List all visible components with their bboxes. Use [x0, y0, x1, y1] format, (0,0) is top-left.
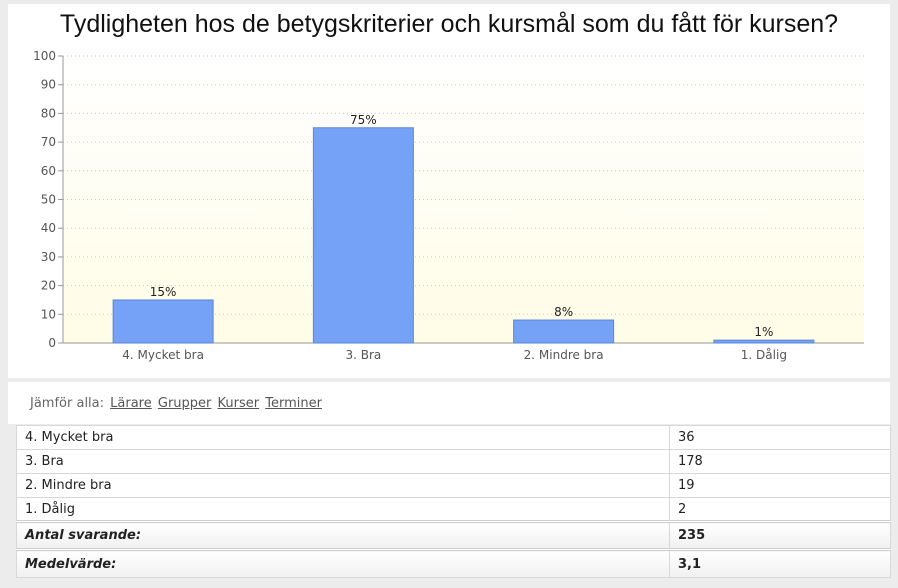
compare-link-grupper[interactable]: Grupper [157, 396, 212, 411]
table-row: 4. Mycket bra 36 [16, 425, 891, 450]
row-count: 19 [669, 473, 891, 498]
summary-label: Antal svarande: [16, 520, 670, 550]
bar [513, 319, 615, 344]
y-tick-label: 20 [41, 279, 56, 293]
table-row: 3. Bra 178 [16, 449, 891, 474]
row-label: 3. Bra [16, 449, 670, 474]
row-label: 2. Mindre bra [16, 473, 670, 498]
compare-link-terminer[interactable]: Terminer [265, 396, 322, 411]
compare-label: Jämför alla: [30, 396, 105, 411]
y-tick-label: 60 [41, 164, 56, 178]
data-label: 15% [150, 285, 177, 299]
row-count: 36 [669, 425, 891, 450]
bar [312, 127, 414, 344]
grid-lines [63, 55, 864, 315]
x-tick-label: 4. Mycket bra [122, 348, 204, 362]
data-label: 8% [554, 305, 573, 319]
x-tick-label: 1. Dålig [741, 348, 787, 362]
chart-panel: Tydligheten hos de betygskriterier och k… [8, 4, 890, 378]
x-tick-label: 3. Bra [345, 348, 381, 362]
bars [112, 127, 815, 344]
summary-label: Medelvärde: [16, 548, 670, 578]
row-count: 2 [669, 497, 891, 522]
data-label: 1% [754, 325, 773, 339]
summary-value: 3,1 [669, 548, 891, 578]
compare-bar: Jämför alla: Lärare Grupper Kurser Termi… [8, 382, 890, 424]
table-row: 2. Mindre bra 19 [16, 473, 891, 498]
y-tick-label: 0 [48, 336, 56, 350]
chart-title: Tydligheten hos de betygskriterier och k… [59, 10, 839, 38]
data-label: 75% [350, 113, 377, 127]
x-tick-label: 2. Mindre bra [524, 348, 604, 362]
table-row: 1. Dålig 2 [16, 497, 891, 522]
y-tick-label: 70 [41, 135, 56, 149]
row-label: 4. Mycket bra [16, 425, 670, 450]
compare-link-larare[interactable]: Lärare [110, 396, 152, 411]
summary-row-respondents: Antal svarande: 235 [16, 520, 891, 550]
y-tick-label: 90 [41, 78, 56, 92]
bar [112, 299, 214, 344]
summary-value: 235 [669, 520, 891, 550]
bar [713, 339, 815, 344]
labels: 15% 4. Mycket bra 75% 3. Bra 8% 2. Mindre bra… [122, 113, 787, 362]
y-tick-label: 30 [41, 250, 56, 264]
row-count: 178 [669, 449, 891, 474]
row-label: 1. Dålig [16, 497, 670, 522]
y-tick-label: 40 [41, 221, 56, 235]
y-tick-label: 80 [41, 106, 56, 120]
summary-row-mean: Medelvärde: 3,1 [16, 548, 891, 578]
y-tick-label: 100 [33, 49, 56, 63]
compare-link-kurser[interactable]: Kurser [217, 396, 260, 411]
results-table: 4. Mycket bra 36 3. Bra 178 2. Mindre br… [16, 425, 891, 578]
y-tick-label: 50 [41, 193, 56, 207]
bar-chart: 0 10 20 30 40 50 60 70 80 90 100 15% 4. Mycket bra 7… [33, 49, 864, 362]
y-tick-label: 10 [41, 307, 56, 321]
